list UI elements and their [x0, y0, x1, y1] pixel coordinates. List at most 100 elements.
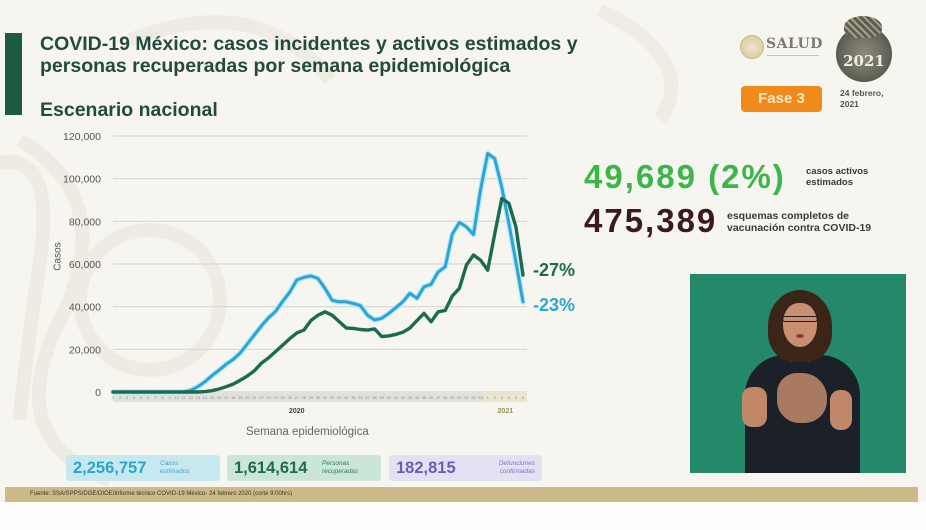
- vaccination-value: 475,389: [584, 202, 718, 239]
- x-tick-label: 33: [337, 395, 342, 400]
- chart-gridlines: [113, 135, 527, 393]
- x-tick-label: 29: [309, 395, 314, 400]
- active-cases-label-line2: estimados: [806, 177, 853, 188]
- x-tick-label: 47: [436, 395, 441, 400]
- x-tick-label: 49: [450, 395, 455, 400]
- x-tick-label: 46: [429, 395, 434, 400]
- x-tick-label: 52: [471, 395, 476, 400]
- interpreter-video: [690, 274, 906, 473]
- y-tick-label: 40,000: [69, 302, 101, 314]
- interpreter-right-arm: [830, 390, 852, 430]
- interpreter-hands: [777, 373, 827, 423]
- deaths-label-line2: confirmadas: [499, 468, 535, 475]
- vaccination-label: esquemas completos de vacunación contra …: [727, 210, 872, 234]
- x-tick-label: 32: [330, 395, 335, 400]
- x-tick-label: 16: [217, 395, 222, 400]
- x-tick-label: 9: [168, 395, 171, 400]
- estimated-cases-box: 2,256,757 Casos estimados: [66, 455, 220, 481]
- x-tick-label: 27: [295, 395, 300, 400]
- x-tick-label: 2: [119, 395, 122, 400]
- x-tick-label: 1: [112, 395, 115, 400]
- active-cases-label-line1: casos activos: [806, 166, 869, 177]
- x-tick-label: 11: [182, 395, 187, 400]
- x-tick-label: 35: [351, 395, 356, 400]
- page-title-line1: COVID-19 México: casos incidentes y acti…: [40, 33, 578, 55]
- x-tick-label: 3: [126, 395, 129, 400]
- interpreter-left-arm: [742, 387, 767, 427]
- x-tick-label: 26: [287, 395, 292, 400]
- recovered-label: Personas recuperadas: [322, 460, 358, 476]
- x-group-label-2020: 2020: [289, 408, 305, 415]
- x-tick-label: 6: [147, 395, 150, 400]
- y-tick-label: 20,000: [69, 344, 101, 356]
- x-tick-label: 20: [245, 395, 250, 400]
- source-footer: Fuente: SSA/SPPS/DGE/DIOE/Informe técnic…: [5, 487, 918, 502]
- x-tick-label: 4: [508, 395, 511, 400]
- x-tick-label: 15: [210, 395, 215, 400]
- y-tick-label: 100,000: [63, 174, 101, 186]
- anniversary-2021-logo: 2021: [836, 16, 892, 82]
- x-tick-label: 24: [273, 395, 278, 400]
- y-tick-label: 120,000: [63, 131, 101, 143]
- x-tick-label: 42: [401, 395, 406, 400]
- active-cases-label: casos activos estimados: [806, 166, 868, 188]
- series-line-casos-estimados: [111, 152, 525, 394]
- x-tick-label: 10: [174, 395, 179, 400]
- x-tick-label: 51: [464, 395, 469, 400]
- x-tick-label: 19: [238, 395, 243, 400]
- x-group-label-2021: 2021: [498, 408, 514, 415]
- x-tick-label: 36: [358, 395, 363, 400]
- x-tick-label: 5: [515, 395, 518, 400]
- vaccination-label-line1: esquemas completos de: [727, 210, 849, 222]
- x-tick-label: 5: [140, 395, 143, 400]
- x-tick-label: 3: [501, 395, 504, 400]
- estimated-cases-label-line2: estimados: [160, 468, 190, 475]
- cases-change-annotation: -23%: [533, 295, 576, 315]
- x-tick-label: 23: [266, 395, 271, 400]
- y-tick-label: 60,000: [69, 259, 101, 271]
- recovered-label-line1: Personas: [322, 460, 350, 467]
- x-tick-label: 22: [259, 395, 264, 400]
- y-axis-title: Casos: [52, 242, 64, 271]
- salud-logo-subline: [767, 55, 819, 56]
- estimated-cases-value: 2,256,757: [73, 459, 147, 477]
- phase-badge: Fase 3: [741, 86, 822, 112]
- glasses-icon: [782, 316, 818, 322]
- x-tick-label: 8: [161, 395, 164, 400]
- scenario-subtitle: Escenario nacional: [40, 99, 218, 121]
- x-tick-label: 38: [372, 395, 377, 400]
- x-tick-label: 34: [344, 395, 349, 400]
- x-tick-label: 39: [379, 395, 384, 400]
- deaths-box: 182,815 Defunciones confirmadas: [389, 455, 542, 481]
- x-tick-label: 44: [415, 395, 420, 400]
- x-tick-label: 17: [224, 395, 229, 400]
- x-tick-label: 43: [408, 395, 413, 400]
- series-line-personas-recuperadas: [111, 196, 525, 394]
- vaccination-label-line2: vacunación contra COVID-19: [727, 221, 872, 234]
- x-tick-label: 4: [133, 395, 136, 400]
- recovered-change-annotation: -27%: [533, 260, 576, 280]
- date-line1: 24 febrero,: [840, 88, 884, 98]
- x-axis-strip: 1 2 3 4 5 6 7 8 9 10 11 12 13 14 15 16 17 18 19 20 21 22 23 24 2…: [112, 392, 527, 402]
- deaths-label-line1: Defunciones: [498, 460, 535, 467]
- deaths-value: 182,815: [396, 459, 456, 477]
- x-tick-label: 37: [365, 395, 370, 400]
- x-tick-label: 6: [522, 395, 525, 400]
- x-tick-label: 1: [487, 395, 490, 400]
- x-axis-year-labels: 2020 2021: [289, 408, 513, 415]
- x-tick-label: 25: [280, 395, 285, 400]
- x-tick-label: 40: [386, 395, 391, 400]
- x-tick-label: 53: [478, 395, 483, 400]
- x-tick-label: 31: [323, 395, 328, 400]
- x-tick-label: 21: [252, 395, 257, 400]
- report-date: 24 febrero, 2021: [840, 88, 883, 110]
- active-cases-value: 49,689 (2%): [584, 158, 786, 195]
- salud-logo-text: SALUD: [766, 36, 823, 52]
- y-axis-ticks: 0 20,000 40,000 60,000 80,000 100,000 120,000: [63, 131, 101, 399]
- y-tick-label: 0: [95, 387, 101, 399]
- source-text: Fuente: SSA/SPPS/DGE/DIOE/Informe técnic…: [30, 491, 293, 497]
- x-tick-label: 13: [196, 395, 201, 400]
- x-tick-label: 48: [443, 395, 448, 400]
- serpent-icon: [844, 16, 882, 38]
